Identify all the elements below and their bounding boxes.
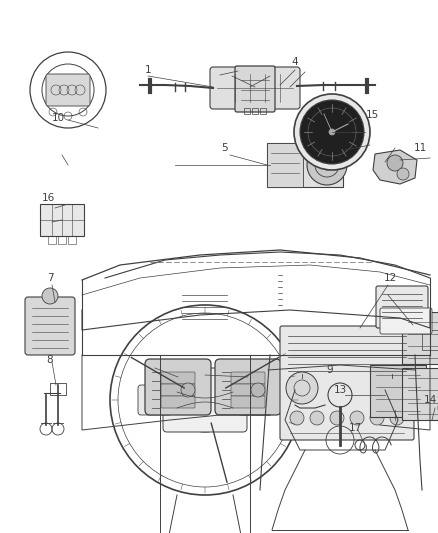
- FancyBboxPatch shape: [238, 385, 272, 415]
- Text: 1: 1: [145, 65, 151, 75]
- FancyBboxPatch shape: [235, 66, 275, 112]
- FancyBboxPatch shape: [402, 368, 438, 420]
- Text: 8: 8: [47, 355, 53, 365]
- FancyBboxPatch shape: [376, 286, 428, 328]
- Circle shape: [329, 129, 335, 135]
- FancyBboxPatch shape: [267, 143, 303, 187]
- Polygon shape: [373, 150, 417, 184]
- Circle shape: [390, 411, 404, 425]
- FancyBboxPatch shape: [370, 365, 426, 417]
- Text: 13: 13: [333, 385, 346, 395]
- Circle shape: [387, 155, 403, 171]
- Circle shape: [181, 383, 195, 397]
- Text: 11: 11: [413, 143, 427, 153]
- Text: 16: 16: [41, 193, 55, 203]
- Text: 10: 10: [51, 113, 64, 123]
- Circle shape: [397, 168, 409, 180]
- Text: 14: 14: [424, 395, 437, 405]
- Circle shape: [286, 372, 318, 404]
- Text: 12: 12: [383, 273, 397, 283]
- Circle shape: [307, 145, 347, 185]
- FancyBboxPatch shape: [231, 372, 265, 384]
- FancyBboxPatch shape: [25, 297, 75, 355]
- FancyBboxPatch shape: [402, 312, 438, 364]
- Circle shape: [376, 372, 408, 404]
- FancyBboxPatch shape: [161, 384, 195, 396]
- FancyBboxPatch shape: [231, 396, 265, 408]
- FancyBboxPatch shape: [161, 372, 195, 384]
- FancyBboxPatch shape: [380, 308, 432, 334]
- Text: 17: 17: [348, 423, 362, 433]
- Circle shape: [294, 94, 370, 170]
- Text: 4: 4: [292, 57, 298, 67]
- Text: 7: 7: [47, 273, 53, 283]
- FancyBboxPatch shape: [161, 396, 195, 408]
- Circle shape: [370, 411, 384, 425]
- FancyBboxPatch shape: [231, 384, 265, 396]
- Circle shape: [290, 411, 304, 425]
- Circle shape: [300, 100, 364, 164]
- Text: 15: 15: [365, 110, 378, 120]
- FancyBboxPatch shape: [46, 74, 90, 106]
- FancyBboxPatch shape: [280, 326, 414, 440]
- Circle shape: [330, 411, 344, 425]
- FancyBboxPatch shape: [267, 143, 343, 187]
- Circle shape: [251, 383, 265, 397]
- Circle shape: [42, 288, 58, 304]
- FancyBboxPatch shape: [40, 204, 84, 236]
- FancyBboxPatch shape: [138, 385, 172, 415]
- FancyBboxPatch shape: [163, 368, 247, 432]
- Circle shape: [350, 411, 364, 425]
- Circle shape: [310, 411, 324, 425]
- Text: 9: 9: [327, 365, 333, 375]
- FancyBboxPatch shape: [145, 359, 211, 415]
- FancyBboxPatch shape: [210, 67, 300, 109]
- FancyBboxPatch shape: [215, 359, 281, 415]
- Text: 5: 5: [222, 143, 228, 153]
